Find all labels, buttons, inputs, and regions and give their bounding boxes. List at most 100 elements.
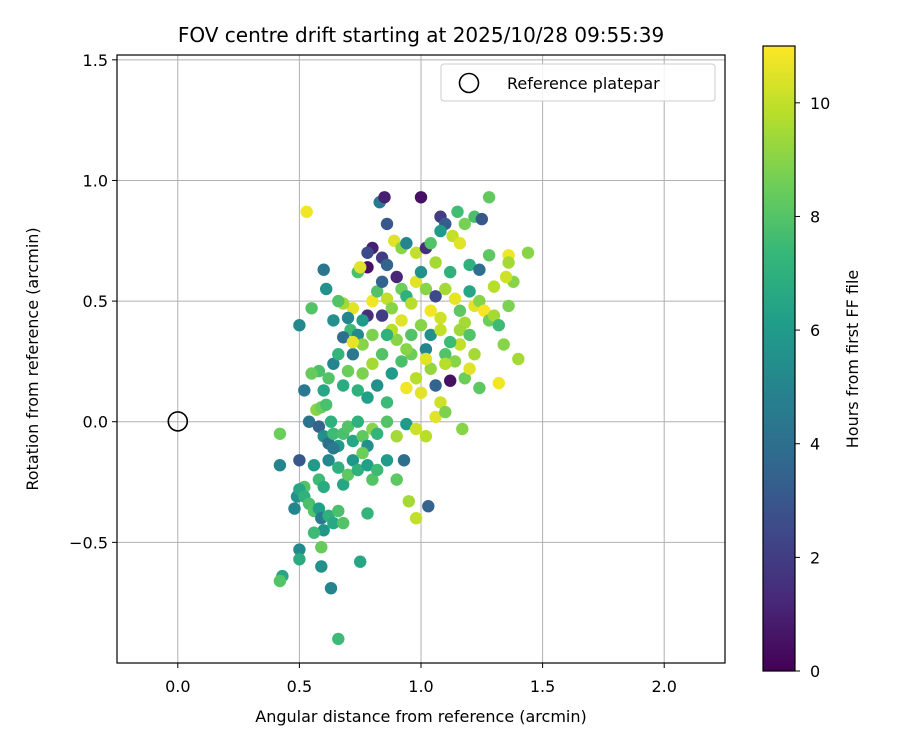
data-point: [380, 328, 394, 342]
data-point: [409, 246, 423, 259]
data-point: [439, 348, 452, 361]
data-point: [434, 311, 447, 325]
data-point: [327, 314, 340, 327]
data-point: [444, 374, 457, 387]
data-point: [473, 294, 486, 308]
y-axis-label: Rotation from reference (arcmin): [23, 227, 42, 490]
chart-title: FOV centre drift starting at 2025/10/28 …: [178, 23, 664, 47]
colorbar-tick-label: 0: [810, 662, 820, 681]
data-point: [273, 574, 287, 588]
data-point: [337, 516, 350, 530]
data-point: [439, 282, 452, 296]
data-point: [385, 302, 398, 315]
data-point: [305, 367, 318, 380]
data-point: [414, 319, 428, 332]
data-point: [468, 348, 481, 361]
data-point: [419, 430, 433, 443]
data-point: [451, 205, 464, 218]
colorbar-tick-label: 8: [810, 207, 820, 226]
data-point: [487, 280, 501, 293]
data-point: [448, 355, 462, 368]
y-tick-label: −0.5: [69, 533, 108, 552]
data-point: [463, 362, 476, 375]
data-point: [439, 405, 452, 419]
reference-platepar-marker: [167, 411, 189, 432]
data-point: [317, 480, 330, 494]
data-point: [414, 386, 428, 399]
data-point: [341, 364, 355, 378]
data-point: [371, 427, 384, 440]
data-point: [390, 473, 403, 486]
data-point: [327, 516, 340, 530]
data-point: [354, 261, 367, 274]
data-point: [332, 348, 345, 361]
data-point: [419, 352, 433, 366]
x-tick-label: 0.0: [165, 677, 190, 696]
data-point: [371, 463, 384, 477]
data-point: [482, 249, 496, 262]
data-point: [315, 560, 328, 573]
data-point: [409, 275, 423, 288]
data-points: [273, 191, 535, 646]
data-point: [327, 442, 340, 455]
data-point: [337, 478, 350, 491]
data-point: [439, 357, 452, 370]
data-point: [390, 270, 403, 284]
data-point: [293, 319, 306, 332]
data-point: [400, 343, 413, 356]
data-point: [317, 263, 330, 276]
data-point: [390, 333, 403, 346]
data-point: [429, 256, 442, 269]
data-point: [424, 304, 437, 317]
data-point: [434, 224, 447, 238]
data-point: [375, 348, 389, 361]
data-point: [317, 524, 330, 537]
colorbar-tick-label: 4: [810, 435, 820, 454]
colorbar-tick-label: 10: [810, 94, 830, 113]
data-point: [429, 410, 442, 424]
data-point: [453, 323, 467, 337]
data-point: [444, 265, 457, 279]
data-point: [375, 275, 389, 288]
data-point: [463, 285, 476, 298]
data-point: [405, 297, 418, 310]
data-point: [380, 454, 394, 467]
data-point: [378, 191, 391, 204]
data-point: [463, 328, 476, 342]
data-point: [273, 459, 287, 472]
x-tick-label: 1.0: [408, 677, 433, 696]
data-point: [273, 427, 287, 440]
data-point: [351, 415, 364, 428]
data-point: [332, 461, 345, 474]
data-point: [346, 335, 360, 349]
data-point: [473, 263, 486, 276]
data-point: [400, 237, 413, 250]
data-point: [409, 422, 423, 436]
data-point: [380, 292, 394, 305]
data-point: [312, 502, 326, 515]
data-point: [444, 335, 457, 349]
x-axis-label: Angular distance from reference (arcmin): [255, 707, 586, 726]
data-point: [371, 285, 384, 298]
data-point: [453, 338, 467, 351]
data-point: [332, 632, 345, 646]
data-point: [400, 417, 413, 431]
data-point: [305, 302, 318, 315]
data-point: [453, 237, 467, 250]
data-point: [512, 352, 525, 366]
data-point: [487, 309, 501, 322]
data-point: [337, 331, 350, 344]
data-point: [380, 396, 394, 409]
data-point: [320, 282, 333, 296]
y-tick-label: 1.5: [83, 51, 108, 70]
data-point: [475, 212, 488, 226]
data-point: [456, 422, 469, 436]
data-point: [473, 381, 486, 395]
data-point: [414, 265, 428, 279]
data-point: [429, 379, 442, 392]
data-point: [366, 294, 379, 308]
data-point: [366, 357, 379, 370]
legend-box: [440, 63, 716, 102]
x-tick-label: 1.5: [530, 677, 555, 696]
data-point: [312, 420, 326, 433]
